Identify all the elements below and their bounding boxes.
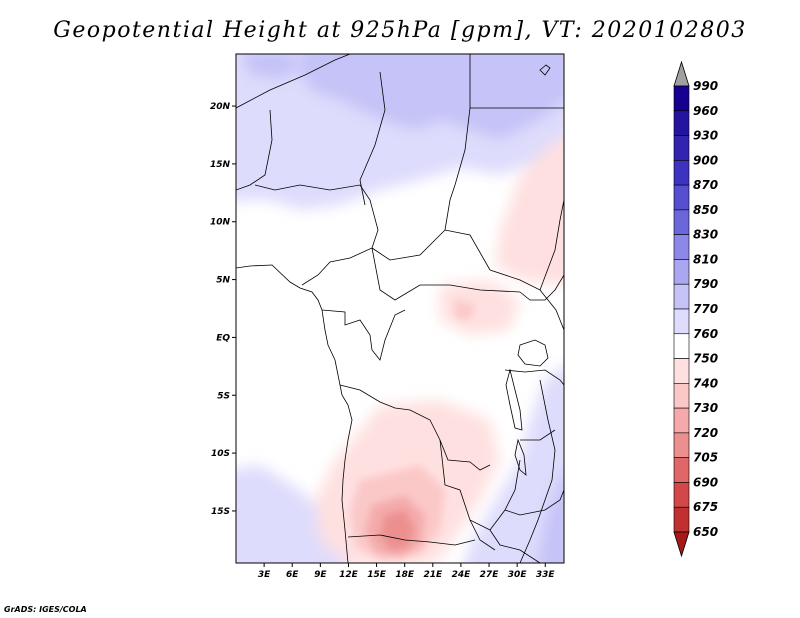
colorbar-label: 730 xyxy=(693,401,718,415)
border-ethiopia xyxy=(519,274,564,301)
lat-tick-label: 5N xyxy=(216,276,230,286)
latitude-axis: 20N 15N 10N 5N EQ 5S 10S 15S xyxy=(210,102,236,517)
lon-tick-label: 30E xyxy=(508,570,528,580)
lon-tick-label: 12E xyxy=(339,570,359,580)
colorbar-swatch xyxy=(673,457,690,483)
colorbar-label: 930 xyxy=(693,129,718,143)
colorbar-label: 900 xyxy=(693,153,718,167)
border-niger-chad xyxy=(359,71,386,206)
low-field-northeast xyxy=(495,136,564,285)
colorbar-label: 740 xyxy=(693,376,718,390)
colorbar-label: 690 xyxy=(693,475,718,489)
border-mozambique xyxy=(489,489,564,563)
lon-tick-label: 3E xyxy=(258,570,271,580)
longitude-axis: 3E 6E 9E 12E 15E 18E 21E 24E 27E 30E 33E xyxy=(258,563,556,580)
colorbar-swatch xyxy=(673,234,690,260)
colorbar-label: 990 xyxy=(693,79,718,93)
colorbar: 990 960 930 900 870 850 830 810 790 770 760 750 740 7… xyxy=(673,60,718,558)
lat-tick-label: EQ xyxy=(216,333,230,343)
lake-malawi xyxy=(514,438,527,476)
colorbar-swatch xyxy=(673,407,690,434)
colorbar-swatch xyxy=(673,110,690,136)
colorbar-bottom-arrow xyxy=(673,531,690,558)
border-angola-namibia xyxy=(347,534,476,546)
colorbar-label: 770 xyxy=(693,302,718,316)
lat-tick-label: 5S xyxy=(217,391,230,401)
border-south-sudan xyxy=(489,199,564,291)
lake-tanganyika xyxy=(505,368,523,431)
colorbar-top-arrow xyxy=(673,60,690,87)
colorbar-label: 960 xyxy=(693,104,718,118)
map-title: Geopotential Height at 925hPa [gpm], VT:… xyxy=(53,18,747,43)
lon-tick-label: 27E xyxy=(480,570,500,580)
colorbar-swatch xyxy=(673,482,690,508)
colorbar-label: 650 xyxy=(693,525,718,539)
colorbar-label: 760 xyxy=(693,327,718,341)
colorbar-swatch xyxy=(673,432,690,458)
colorbar-label: 830 xyxy=(693,228,718,242)
colorbar-label: 675 xyxy=(693,500,718,514)
lon-tick-label: 24E xyxy=(452,570,472,580)
border-nigeria xyxy=(254,184,379,286)
colorbar-swatch xyxy=(673,383,690,409)
grads-credit: GrADS: IGES/COLA xyxy=(4,605,87,614)
border-zimbabwe xyxy=(469,519,496,551)
map-frame xyxy=(235,53,565,564)
border-drc-angola xyxy=(339,384,491,471)
colorbar-swatch xyxy=(673,184,690,211)
border-algeria-niger xyxy=(236,54,351,109)
border-tanzania xyxy=(504,369,564,441)
lat-tick-label: 10S xyxy=(211,449,230,459)
border-mali-niger xyxy=(236,109,273,191)
colorbar-swatch xyxy=(673,308,690,335)
lon-tick-label: 15E xyxy=(367,570,387,580)
border-zambia xyxy=(439,439,521,531)
border-car-drc xyxy=(371,247,521,301)
lat-tick-label: 15N xyxy=(210,160,231,170)
lon-tick-label: 6E xyxy=(286,570,299,580)
colorbar-swatch xyxy=(673,135,690,161)
border-gabon-congo xyxy=(321,309,406,361)
border-chad-sudan xyxy=(444,107,471,231)
lon-tick-label: 18E xyxy=(395,570,415,580)
higher-field-north xyxy=(300,54,564,140)
colorbar-label: 720 xyxy=(693,426,718,440)
lat-tick-label: 20N xyxy=(210,102,231,112)
colorbar-label: 705 xyxy=(693,451,718,465)
boundaries xyxy=(236,54,564,563)
colorbar-label: 810 xyxy=(693,252,718,266)
lon-tick-label: 9E xyxy=(314,570,327,580)
colorbar-swatch xyxy=(673,283,690,310)
lat-tick-label: 15S xyxy=(211,507,230,517)
colorbar-swatch xyxy=(673,160,690,186)
lon-tick-label: 33E xyxy=(536,570,556,580)
colorbar-swatch xyxy=(673,209,690,235)
colorbar-swatch xyxy=(673,506,690,533)
shaded-field xyxy=(236,54,564,563)
lat-tick-label: 10N xyxy=(210,218,231,228)
colorbar-swatch xyxy=(673,85,690,112)
coastline-east xyxy=(519,289,564,563)
high-field-southeast xyxy=(464,366,564,563)
lake-victoria xyxy=(517,339,549,367)
colorbar-swatch xyxy=(673,358,690,384)
coastline-west xyxy=(236,264,353,563)
colorbar-swatch xyxy=(673,333,690,359)
colorbar-label: 790 xyxy=(693,277,718,291)
colorbar-label: 750 xyxy=(693,352,718,366)
colorbar-label: 870 xyxy=(693,178,718,192)
colorbar-swatch xyxy=(673,259,690,285)
border-chad-car xyxy=(371,229,491,271)
colorbar-label: 850 xyxy=(693,203,718,217)
lon-tick-label: 21E xyxy=(423,570,443,580)
nile-coast xyxy=(539,64,551,76)
